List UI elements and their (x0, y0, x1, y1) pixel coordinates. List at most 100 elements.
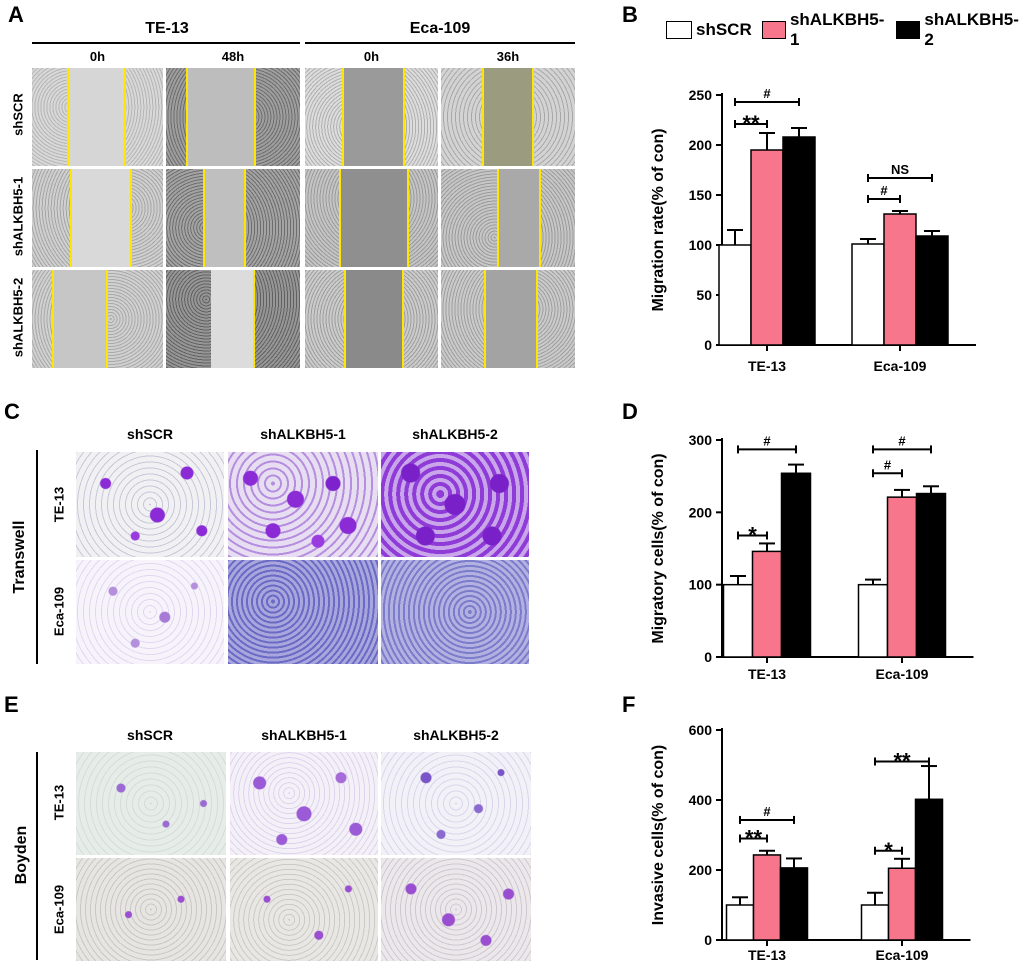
wound-edge-line (539, 169, 541, 267)
wound-edge-line (70, 169, 72, 267)
wound-edge-line (532, 68, 534, 166)
transwell-image-eca109-shalkbh5-1 (228, 560, 378, 664)
group-bracket-line (36, 450, 38, 664)
y-tick-label: 600 (689, 722, 713, 738)
wound-edge-line (402, 270, 404, 368)
chart-d-migratory-cells: Migratory cells(% of con) 0 100 200 300 TE-13… (650, 432, 974, 682)
panel-label-d: D (622, 399, 638, 424)
y-tick-label: 200 (689, 862, 713, 878)
wound-edge-line (253, 270, 255, 368)
y-tick-label: 250 (689, 87, 713, 103)
chart-f-invasive-cells: Invasive cells(% of con) 0 200 400 600 TE-13 E… (650, 722, 971, 963)
row-label-eca109: Eca-109 (51, 884, 67, 935)
x-tick-label: Eca-109 (874, 358, 927, 374)
bar-shscr (860, 904, 890, 941)
wound-edge-line (244, 169, 246, 267)
bar-shscr (718, 244, 752, 346)
significance-label: # (880, 183, 888, 198)
significance-label: ** (745, 826, 763, 851)
scratch-image-te13-48h-shalkbh5-2 (166, 270, 300, 368)
significance-label: # (898, 433, 906, 448)
y-tick-label: 200 (689, 137, 713, 153)
boyden-image-te13-shalkbh5-2 (381, 752, 531, 855)
transwell-image-eca109-shscr (76, 560, 224, 664)
scratch-image-te13-0h-shalkbh5-1 (32, 169, 163, 267)
timepoint-header-te13-0h: 0h (89, 49, 106, 64)
column-header-shalkbh5-2: shALKBH5-2 (413, 727, 499, 743)
scratch-image-eca109-0h-shalkbh5-2 (305, 270, 438, 368)
panel-label-b: B (622, 2, 638, 27)
wound-edge-line (124, 68, 126, 166)
cellline-header-eca109: Eca-109 (409, 20, 471, 37)
row-label-shalkbh5-2: shALKBH5-2 (10, 277, 26, 358)
y-tick-label: 200 (689, 504, 713, 520)
group-label-transwell: Transwell (11, 520, 28, 594)
significance-label: # (763, 433, 771, 448)
boyden-image-eca109-shalkbh5-1 (230, 858, 378, 961)
chart-b-migration-rate: Migration rate(% of con) 0 50 100 150 200 250 T… (650, 86, 976, 374)
timepoint-header-eca109-0h: 0h (363, 49, 380, 64)
y-tick-label: 300 (689, 432, 713, 448)
bar-shalkbh5-2 (915, 235, 949, 346)
wound-edge-line (484, 270, 486, 368)
legend-item-shalkbh5-2: shALKBH5-2 (896, 10, 1020, 50)
bar-shalkbh5-1 (886, 496, 918, 658)
x-tick-label: TE-13 (748, 358, 786, 374)
scratch-image-te13-0h-shscr (32, 68, 163, 166)
wound-edge-line (403, 68, 405, 166)
scratch-image-te13-0h-shalkbh5-2 (32, 270, 163, 368)
wound-edge-line (497, 169, 499, 267)
wound-edge-line (339, 169, 341, 267)
panel-label-e: E (4, 692, 19, 717)
panel-label-c: C (4, 399, 20, 424)
transwell-image-te13-shscr (76, 452, 224, 557)
significance-label: # (763, 804, 771, 819)
row-label-eca109: Eca-109 (51, 586, 67, 637)
scratch-image-eca109-36h-shalkbh5-2 (441, 270, 575, 368)
legend-swatch-shscr (666, 21, 692, 39)
y-axis-label: Invasive cells(% of con) (650, 745, 667, 926)
y-tick-label: 0 (704, 649, 712, 665)
bar-shalkbh5-2 (780, 472, 812, 658)
wound-edge-line (407, 169, 409, 267)
wound-edge-line (67, 68, 69, 166)
significance-label: # (763, 86, 771, 101)
bar-shalkbh5-1 (751, 550, 783, 658)
wound-edge-line (344, 270, 346, 368)
panel-label-f: F (622, 692, 636, 717)
cellline-header-te13: TE-13 (145, 20, 189, 37)
x-tick-label: Eca-109 (876, 947, 929, 963)
legend-item-shalkbh5-1: shALKBH5-1 (761, 10, 886, 50)
legend-swatch-shalkbh5-1 (761, 21, 786, 39)
row-label-te13: TE-13 (51, 486, 67, 523)
y-tick-label: 50 (696, 287, 712, 303)
bar-shscr (722, 583, 754, 658)
cellline-underline-eca109 (305, 42, 575, 44)
legend-item-shscr: shSCR (666, 20, 752, 40)
boyden-image-eca109-shalkbh5-2 (381, 858, 531, 961)
y-tick-label: 400 (689, 792, 713, 808)
x-tick-label: Eca-109 (876, 666, 929, 682)
scratch-image-eca109-36h-shalkbh5-1 (441, 169, 575, 267)
legend-label-shalkbh5-2: shALKBH5-2 (924, 10, 1019, 49)
bar-shscr (857, 583, 889, 658)
wound-edge-line (203, 169, 205, 267)
timepoint-header-eca109-36h: 36h (496, 49, 520, 64)
y-tick-label: 150 (689, 187, 713, 203)
boyden-image-te13-shscr (76, 752, 226, 855)
significance-label: * (748, 522, 757, 547)
bar-shalkbh5-1 (883, 213, 917, 346)
significance-label: NS (891, 162, 909, 177)
column-header-shscr: shSCR (127, 426, 173, 442)
scratch-image-te13-48h-shalkbh5-1 (166, 169, 300, 267)
row-label-shalkbh5-1: shALKBH5-1 (10, 176, 26, 257)
wound-edge-line (342, 68, 344, 166)
column-header-shscr: shSCR (127, 727, 173, 743)
wound-edge-line (106, 270, 108, 368)
transwell-image-eca109-shalkbh5-2 (381, 560, 529, 664)
legend-label-shscr: shSCR (696, 20, 752, 39)
wound-edge-line (186, 68, 188, 166)
cellline-underline-te13 (32, 42, 300, 44)
significance-label: # (884, 457, 892, 472)
row-label-shscr: shSCR (10, 93, 26, 136)
